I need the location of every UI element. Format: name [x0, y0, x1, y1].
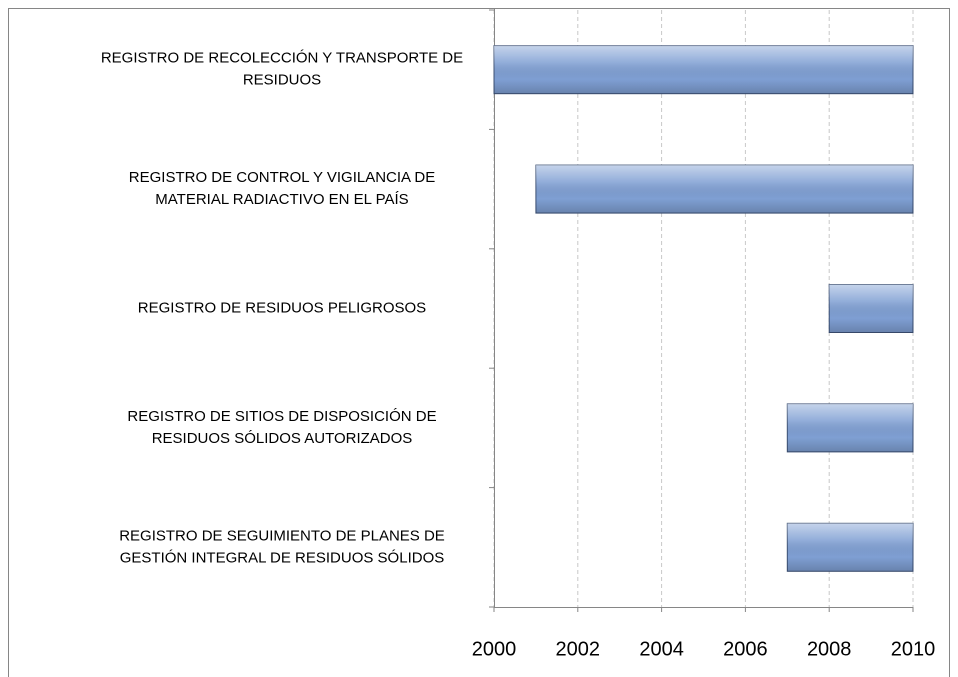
bar-shine: [829, 284, 913, 333]
x-tick-label: 2000: [472, 638, 517, 660]
chart-border: [8, 8, 950, 677]
category-label: REGISTRO DE RESIDUOS PELIGROSOS: [138, 299, 426, 316]
category-label: REGISTRO DE SITIOS DE DISPOSICIÓN DE: [127, 408, 436, 425]
bar-shine: [494, 45, 913, 94]
x-tick-label: 2004: [639, 638, 684, 660]
x-tick-label: 2010: [891, 638, 936, 660]
category-label: RESIDUOS: [243, 72, 321, 89]
category-label: REGISTRO DE RECOLECCIÓN Y TRANSPORTE DE: [101, 50, 463, 67]
category-label: REGISTRO DE SEGUIMIENTO DE PLANES DE: [119, 527, 445, 544]
category-label: REGISTRO DE CONTROL Y VIGILANCIA DE: [129, 169, 435, 186]
x-tick-label: 2002: [556, 638, 601, 660]
x-tick-label: 2008: [807, 638, 852, 660]
category-label: RESIDUOS SÓLIDOS AUTORIZADOS: [152, 430, 413, 447]
category-label: GESTIÓN INTEGRAL DE RESIDUOS SÓLIDOS: [120, 549, 445, 566]
bar-shine: [787, 403, 913, 452]
category-label: MATERIAL RADIACTIVO EN EL PAÍS: [155, 191, 408, 208]
bar-shine: [535, 165, 913, 214]
x-tick-label: 2006: [723, 638, 768, 660]
bar-shine: [787, 523, 913, 572]
